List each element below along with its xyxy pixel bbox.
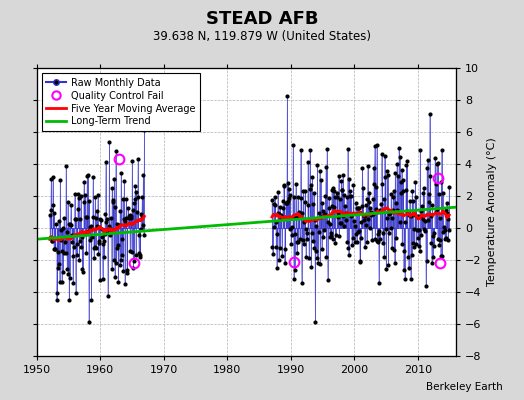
Text: Berkeley Earth: Berkeley Earth — [427, 382, 503, 392]
Text: 39.638 N, 119.879 W (United States): 39.638 N, 119.879 W (United States) — [153, 30, 371, 43]
Legend: Raw Monthly Data, Quality Control Fail, Five Year Moving Average, Long-Term Tren: Raw Monthly Data, Quality Control Fail, … — [41, 73, 200, 131]
Y-axis label: Temperature Anomaly (°C): Temperature Anomaly (°C) — [487, 138, 497, 286]
Text: STEAD AFB: STEAD AFB — [206, 10, 318, 28]
